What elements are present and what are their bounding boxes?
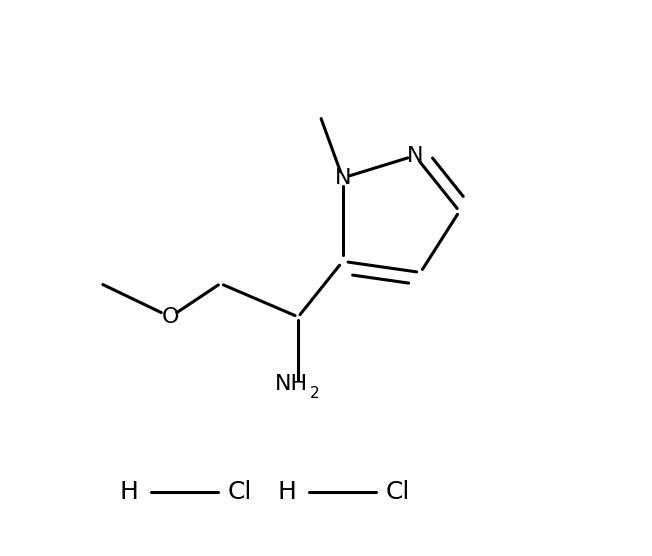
Text: N: N bbox=[407, 146, 423, 166]
Text: H: H bbox=[119, 480, 138, 504]
Text: Cl: Cl bbox=[386, 480, 411, 504]
Text: Cl: Cl bbox=[228, 480, 252, 504]
Text: 2: 2 bbox=[310, 386, 319, 401]
Text: O: O bbox=[162, 307, 179, 327]
Text: NH: NH bbox=[275, 374, 308, 394]
Text: N: N bbox=[334, 168, 351, 188]
Text: H: H bbox=[278, 480, 297, 504]
